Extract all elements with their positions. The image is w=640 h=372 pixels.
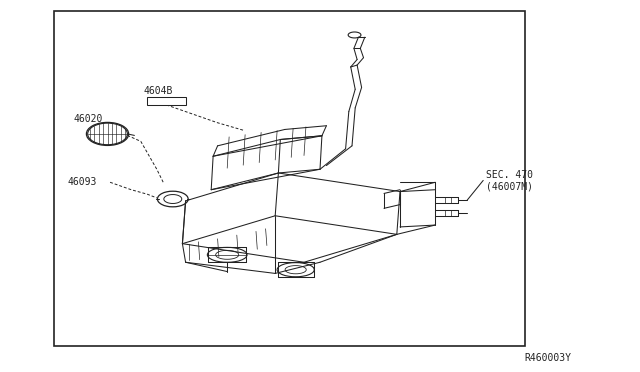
Text: R460003Y: R460003Y — [525, 353, 572, 363]
Text: (46007M): (46007M) — [486, 181, 533, 191]
Text: 46093: 46093 — [67, 177, 97, 187]
Bar — [147, 97, 186, 105]
Text: 46020: 46020 — [74, 114, 103, 124]
Text: SEC. 470: SEC. 470 — [486, 170, 533, 180]
Text: 4604B: 4604B — [144, 86, 173, 96]
Bar — [54, 11, 525, 346]
